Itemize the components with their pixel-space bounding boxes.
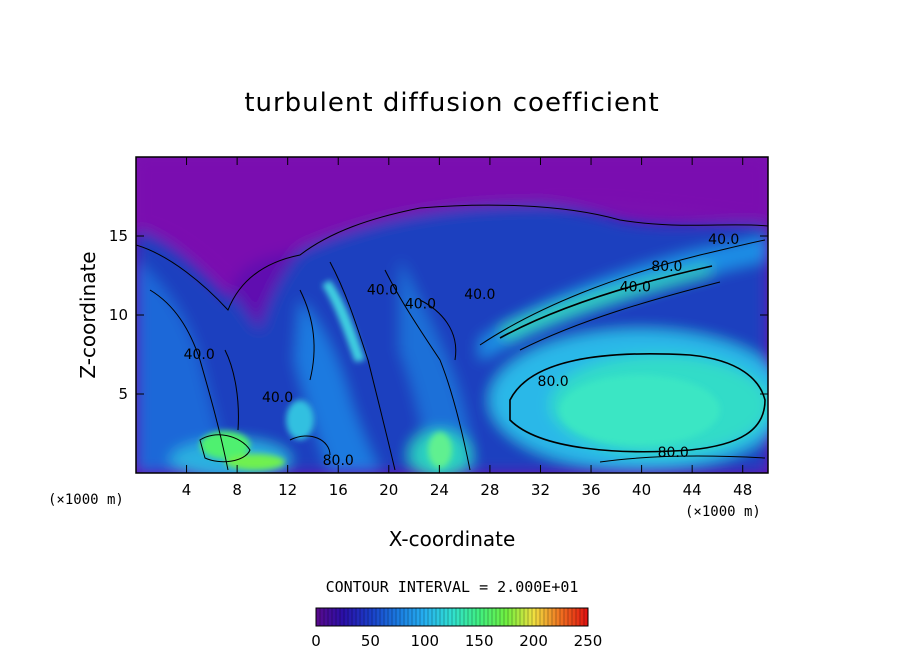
contour-label: 40.0 (405, 297, 436, 313)
colorbar-tick-label: 200 (519, 632, 548, 650)
colorbar-frame (315, 607, 589, 627)
colorbar-tick-label: 50 (361, 632, 380, 650)
contour-label: 40.0 (708, 232, 739, 248)
x-unit-left: (×1000 m) (48, 492, 124, 508)
colorbar-tick-label: 150 (465, 632, 494, 650)
colorbar-tick-label: 250 (574, 632, 603, 650)
x-tick-label: 8 (232, 481, 242, 499)
y-tick-label: 5 (118, 385, 128, 403)
contour-label: 40.0 (184, 347, 215, 363)
x-tick-label: 16 (329, 481, 348, 499)
contour-label: 80.0 (323, 453, 354, 469)
y-axis-ticks: 5 10 15 (109, 227, 768, 403)
x-tick-label: 12 (278, 481, 297, 499)
colorbar-ticks: 0 50 100 150 200 250 (311, 632, 602, 650)
x-tick-label: 40 (632, 481, 651, 499)
contour-labels: 80.040.040.040.080.080.040.040.080.040.0… (184, 232, 740, 469)
contour-lines (136, 204, 768, 471)
contour-label: 40.0 (367, 282, 398, 298)
x-tick-label: 20 (379, 481, 398, 499)
x-tick-label: 28 (480, 481, 499, 499)
x-unit-right: (×1000 m) (685, 504, 761, 520)
heatmap-details (200, 280, 720, 470)
colorbar (316, 608, 588, 626)
x-axis-label: X-coordinate (389, 527, 516, 551)
contour-label: 80.0 (658, 445, 689, 461)
x-tick-label: 24 (430, 481, 449, 499)
x-tick-label: 32 (531, 481, 550, 499)
contour-interval-text: CONTOUR INTERVAL = 2.000E+01 (326, 578, 579, 596)
colorbar-stripes (319, 608, 585, 626)
x-tick-label: 36 (581, 481, 600, 499)
y-tick-label: 10 (109, 306, 128, 324)
colorbar-tick-label: 100 (410, 632, 439, 650)
contour-label: 40.0 (464, 287, 495, 303)
colorbar-tick-label: 0 (311, 632, 321, 650)
heatmap-field (136, 157, 768, 473)
contour-label: 80.0 (538, 374, 569, 390)
x-tick-label: 4 (182, 481, 192, 499)
contour-label: 80.0 (651, 259, 682, 275)
contour-label: 40.0 (620, 279, 651, 295)
x-tick-label: 48 (733, 481, 752, 499)
chart-title: turbulent diffusion coefficient (244, 88, 659, 118)
y-tick-label: 15 (109, 227, 128, 245)
contour-label: 40.0 (262, 390, 293, 406)
x-tick-label: 44 (683, 481, 702, 499)
x-axis-ticks: 4 8 12 16 20 24 28 32 36 40 44 48 (182, 157, 752, 499)
y-axis-label: Z-coordinate (76, 251, 100, 378)
